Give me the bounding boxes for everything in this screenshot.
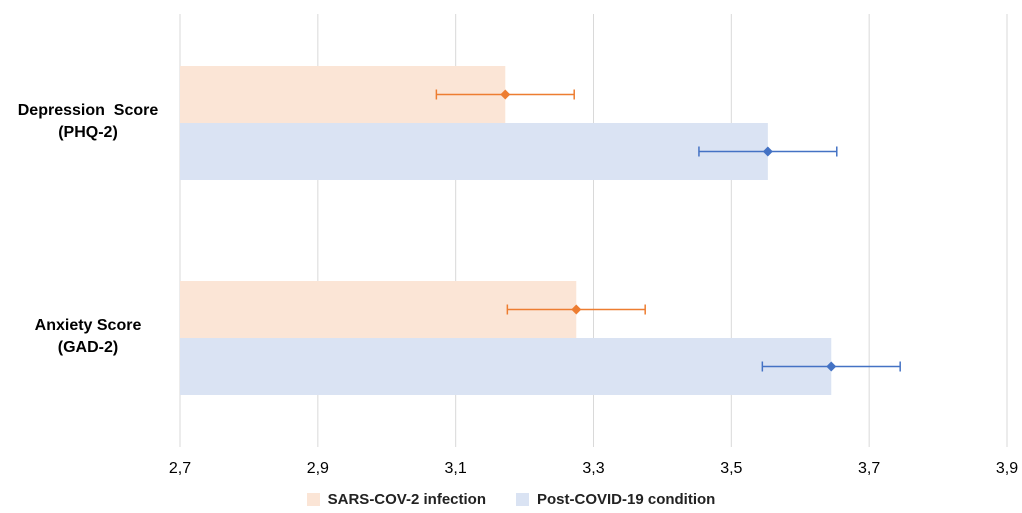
point-marker-sars-1: [571, 304, 582, 315]
category-label-line: (PHQ-2): [58, 124, 118, 141]
point-marker-sars-0: [500, 89, 511, 100]
category-label-1: Anxiety Score (GAD-2): [35, 317, 142, 356]
error-bar-sars-0: [435, 89, 575, 100]
bars: [180, 66, 832, 395]
x-tick-label-3: 3,3: [582, 460, 604, 477]
x-tick-label-2: 3,1: [445, 460, 467, 477]
category-label-line: Anxiety Score: [35, 317, 142, 334]
point-marker-postcovid-0: [762, 146, 773, 157]
error-bar-sars-1: [506, 304, 646, 315]
x-tick-label-0: 2,7: [169, 460, 191, 477]
legend-label-postcovid: Post-COVID-19 condition: [537, 490, 716, 508]
legend-swatch-postcovid: [516, 492, 529, 506]
legend: SARS-COV-2 infection Post-COVID-19 condi…: [0, 488, 1022, 510]
error-bars: [435, 89, 901, 372]
bar-postcovid-0: [180, 123, 768, 180]
category-label-line: Depression Score: [18, 102, 159, 119]
x-tick-label-4: 3,5: [720, 460, 742, 477]
category-labels: Depression Score (PHQ-2) Anxiety Score (GAD…: [18, 102, 159, 356]
legend-swatch-sars: [306, 492, 320, 506]
legend-item-sars: SARS-COV-2 infection: [306, 490, 486, 508]
point-marker-postcovid-1: [826, 361, 837, 372]
x-tick-labels: 2,7 2,9 3,1 3,3 3,5 3,7 3,9: [169, 460, 1018, 477]
error-bar-postcovid-0: [698, 146, 838, 157]
bar-postcovid-1: [180, 338, 832, 395]
x-tick-label-5: 3,7: [858, 460, 880, 477]
category-label-line: (GAD-2): [58, 339, 118, 356]
x-tick-label-6: 3,9: [996, 460, 1018, 477]
error-bar-postcovid-1: [761, 361, 901, 372]
category-label-0: Depression Score (PHQ-2): [18, 102, 159, 141]
legend-item-postcovid: Post-COVID-19 condition: [516, 491, 715, 508]
legend-label-sars: SARS-COV-2 infection: [327, 490, 486, 508]
x-tick-label-1: 2,9: [307, 460, 329, 477]
